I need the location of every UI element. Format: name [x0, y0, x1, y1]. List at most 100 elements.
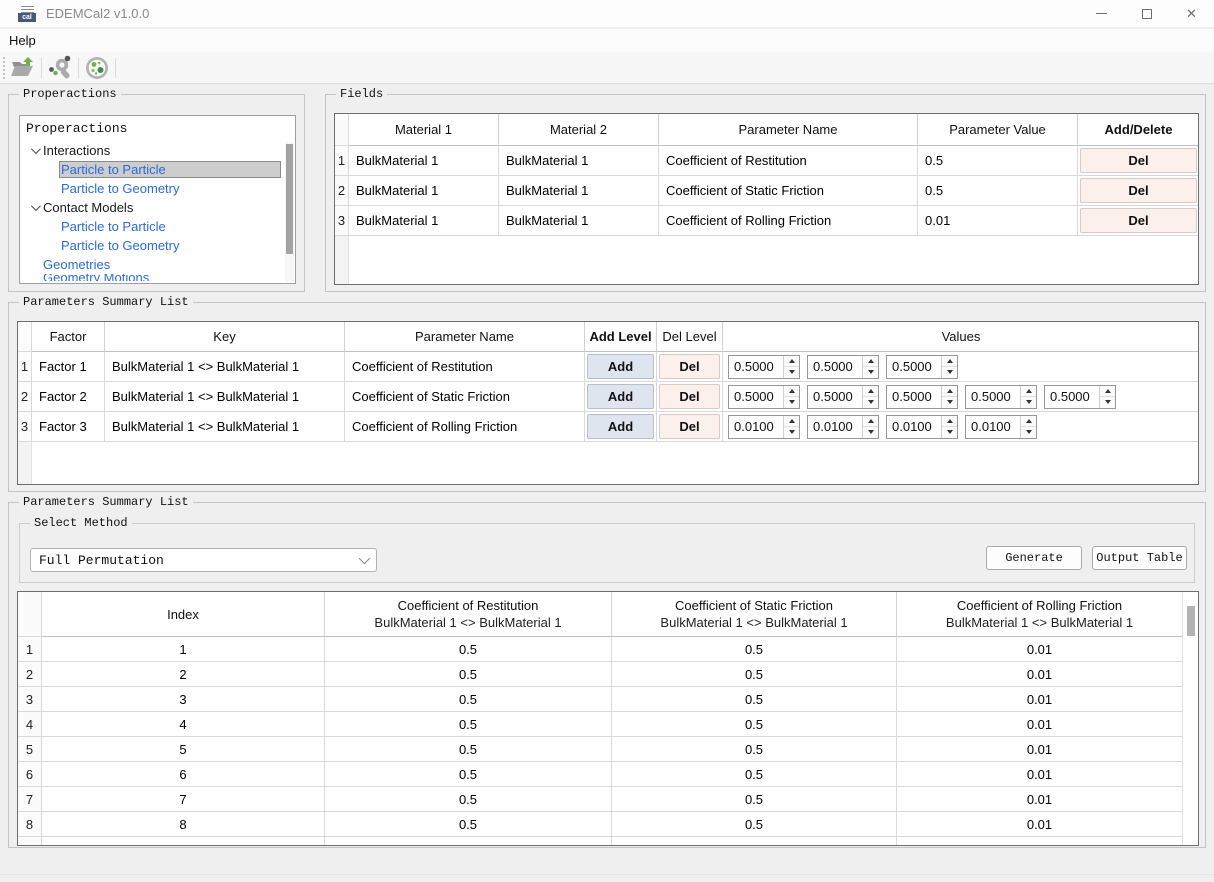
spin-down-button[interactable] — [784, 427, 799, 438]
calibration-tool-button[interactable] — [44, 54, 76, 82]
parameter-value-cell[interactable]: 0.5 — [918, 176, 1078, 206]
spinbox-value[interactable]: 0.5000 — [892, 359, 932, 374]
toolbar-drag-handle[interactable] — [3, 56, 7, 79]
spinbox-value[interactable]: 0.5000 — [734, 389, 774, 404]
factor-cell[interactable]: Factor 2 — [32, 382, 105, 412]
value-cell[interactable]: 0.5 — [325, 637, 612, 662]
parameter-name-cell[interactable]: Coefficient of Restitution — [659, 146, 918, 176]
tree-item-contact-models[interactable]: Contact Models — [20, 198, 295, 217]
row-number[interactable]: 2 — [335, 176, 349, 206]
value-cell[interactable]: 0.01 — [897, 662, 1183, 687]
row-number[interactable]: 6 — [18, 762, 42, 787]
parameter-name-cell[interactable]: Coefficient of Rolling Friction — [659, 206, 918, 236]
value-cell[interactable]: 0.5 — [325, 712, 612, 737]
menu-help[interactable]: Help — [9, 33, 36, 48]
index-cell[interactable]: 1 — [42, 637, 325, 662]
factor-cell[interactable]: Factor 3 — [32, 412, 105, 442]
chevron-down-icon[interactable] — [26, 204, 42, 211]
spinbox-value[interactable]: 0.5000 — [971, 389, 1011, 404]
row-number[interactable]: 7 — [18, 787, 42, 812]
value-cell[interactable]: 0.5 — [612, 787, 897, 812]
spin-up-button[interactable] — [863, 385, 878, 397]
spin-down-button[interactable] — [1021, 427, 1036, 438]
index-cell[interactable]: 2 — [42, 662, 325, 687]
index-cell[interactable]: 4 — [42, 712, 325, 737]
value-cell[interactable]: 0.01 — [897, 637, 1183, 662]
parameter-value-cell[interactable]: 0.5 — [918, 146, 1078, 176]
spin-up-button[interactable] — [863, 355, 878, 367]
index-cell[interactable]: 6 — [42, 762, 325, 787]
spin-down-button[interactable] — [942, 367, 957, 378]
spinbox-value[interactable]: 0.5000 — [813, 389, 853, 404]
row-number[interactable]: 4 — [18, 712, 42, 737]
add-level-button[interactable]: Add — [587, 354, 654, 379]
value-spinbox[interactable]: 0.5000 — [1044, 384, 1116, 409]
material2-cell[interactable]: BulkMaterial 1 — [499, 146, 659, 176]
generate-button[interactable]: Generate — [986, 546, 1082, 570]
value-cell[interactable]: 0.5 — [612, 737, 897, 762]
spin-down-button[interactable] — [863, 397, 878, 408]
del-level-button[interactable]: Del — [659, 354, 720, 379]
value-cell[interactable]: 0.5 — [612, 687, 897, 712]
value-spinbox[interactable]: 0.5000 — [728, 384, 800, 409]
spin-up-button[interactable] — [1100, 385, 1115, 397]
value-cell[interactable]: 0.01 — [897, 837, 1183, 845]
parameter-value-cell[interactable]: 0.01 — [918, 206, 1078, 236]
spin-up-button[interactable] — [784, 355, 799, 367]
value-spinbox[interactable]: 0.5000 — [807, 384, 879, 409]
index-cell[interactable]: 7 — [42, 787, 325, 812]
key-cell[interactable]: BulkMaterial 1 <> BulkMaterial 1 — [105, 352, 345, 382]
parameter-name-cell[interactable]: Coefficient of Static Friction — [659, 176, 918, 206]
spinbox-value[interactable]: 0.5000 — [892, 389, 932, 404]
row-number[interactable]: 1 — [335, 146, 349, 176]
delete-row-button[interactable]: Del — [1080, 208, 1197, 233]
tree-scrollbar[interactable] — [285, 142, 294, 282]
value-cell[interactable]: 0.01 — [897, 762, 1183, 787]
particles-dish-button[interactable] — [81, 54, 113, 82]
delete-row-button[interactable]: Del — [1080, 148, 1197, 173]
material1-cell[interactable]: BulkMaterial 1 — [349, 206, 499, 236]
spin-up-button[interactable] — [942, 415, 957, 427]
spinbox-value[interactable]: 0.0100 — [734, 419, 774, 434]
parameter-name-cell[interactable]: Coefficient of Rolling Friction — [345, 412, 585, 442]
spinbox-value[interactable]: 0.5000 — [813, 359, 853, 374]
spinbox-value[interactable]: 0.0100 — [813, 419, 853, 434]
index-cell[interactable]: 3 — [42, 687, 325, 712]
close-button[interactable]: ✕ — [1169, 0, 1214, 28]
delete-row-button[interactable]: Del — [1080, 178, 1197, 203]
tree-item-particle-to-geometry[interactable]: Particle to Geometry — [20, 236, 295, 255]
result-scrollbar-thumb[interactable] — [1187, 606, 1195, 636]
open-project-button[interactable] — [7, 54, 39, 82]
value-spinbox[interactable]: 0.5000 — [728, 354, 800, 379]
add-level-button[interactable]: Add — [587, 384, 654, 409]
index-cell[interactable]: 5 — [42, 737, 325, 762]
result-scrollbar[interactable] — [1182, 592, 1198, 845]
value-spinbox[interactable]: 0.5000 — [807, 354, 879, 379]
spinbox-value[interactable]: 0.5000 — [734, 359, 774, 374]
value-spinbox[interactable]: 0.0100 — [728, 414, 800, 439]
row-number[interactable]: 8 — [18, 812, 42, 837]
row-number[interactable]: 1 — [18, 637, 42, 662]
key-cell[interactable]: BulkMaterial 1 <> BulkMaterial 1 — [105, 412, 345, 442]
maximize-button[interactable] — [1124, 0, 1169, 28]
value-cell[interactable]: 0.01 — [897, 687, 1183, 712]
spin-up-button[interactable] — [863, 415, 878, 427]
chevron-down-icon[interactable] — [26, 147, 42, 154]
row-number[interactable]: 2 — [18, 382, 32, 412]
spin-up-button[interactable] — [784, 385, 799, 397]
parameter-name-cell[interactable]: Coefficient of Restitution — [345, 352, 585, 382]
value-spinbox[interactable]: 0.0100 — [886, 414, 958, 439]
value-cell[interactable]: 0.5 — [325, 837, 612, 845]
value-spinbox[interactable]: 0.5000 — [886, 384, 958, 409]
spinbox-value[interactable]: 0.5000 — [1050, 389, 1090, 404]
row-number[interactable]: 3 — [18, 687, 42, 712]
index-cell[interactable]: 8 — [42, 812, 325, 837]
value-spinbox[interactable]: 0.5000 — [965, 384, 1037, 409]
spin-up-button[interactable] — [784, 415, 799, 427]
material2-cell[interactable]: BulkMaterial 1 — [499, 206, 659, 236]
spin-up-button[interactable] — [1021, 415, 1036, 427]
value-spinbox[interactable]: 0.5000 — [886, 354, 958, 379]
tree-item-particle-to-particle[interactable]: Particle to Particle — [20, 160, 295, 179]
spin-down-button[interactable] — [942, 427, 957, 438]
spin-down-button[interactable] — [784, 397, 799, 408]
